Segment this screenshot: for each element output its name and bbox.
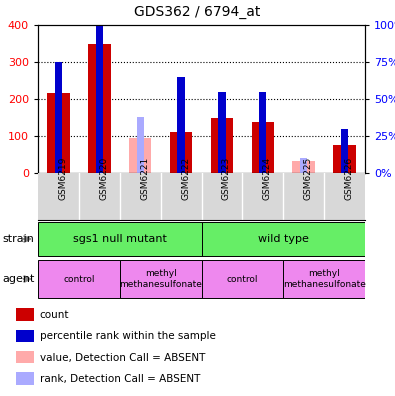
- Bar: [300, 158, 307, 173]
- Bar: [259, 91, 267, 173]
- Bar: [88, 44, 111, 173]
- Text: GSM6219: GSM6219: [58, 157, 68, 200]
- Text: GSM6225: GSM6225: [304, 157, 313, 200]
- Text: GSM6220: GSM6220: [99, 157, 108, 200]
- Text: GSM6222: GSM6222: [181, 157, 190, 200]
- Bar: [170, 131, 192, 173]
- FancyBboxPatch shape: [38, 222, 201, 256]
- Bar: [292, 161, 315, 173]
- Bar: [55, 62, 62, 173]
- Bar: [137, 117, 144, 173]
- Text: agent: agent: [2, 274, 34, 284]
- Bar: [96, 25, 103, 173]
- Bar: [252, 122, 274, 173]
- Text: sgs1 null mutant: sgs1 null mutant: [73, 234, 167, 244]
- Bar: [218, 91, 226, 173]
- Text: methyl
methanesulfonate: methyl methanesulfonate: [119, 269, 202, 289]
- Text: GDS362 / 6794_at: GDS362 / 6794_at: [134, 5, 261, 19]
- FancyBboxPatch shape: [38, 260, 120, 298]
- Text: GSM6224: GSM6224: [263, 157, 272, 200]
- Bar: [16, 351, 34, 364]
- Text: wild type: wild type: [258, 234, 308, 244]
- Text: percentile rank within the sample: percentile rank within the sample: [40, 331, 215, 341]
- Text: control: control: [227, 274, 258, 284]
- Text: control: control: [63, 274, 95, 284]
- FancyBboxPatch shape: [201, 260, 283, 298]
- FancyBboxPatch shape: [201, 222, 365, 256]
- Text: value, Detection Call = ABSENT: value, Detection Call = ABSENT: [40, 352, 205, 363]
- Bar: [211, 118, 233, 173]
- Bar: [16, 372, 34, 385]
- Bar: [333, 145, 356, 173]
- Bar: [47, 93, 70, 173]
- Text: GSM6226: GSM6226: [344, 157, 354, 200]
- Text: strain: strain: [2, 234, 34, 244]
- Bar: [341, 129, 348, 173]
- Text: count: count: [40, 310, 69, 320]
- Bar: [129, 138, 151, 173]
- Text: rank, Detection Call = ABSENT: rank, Detection Call = ABSENT: [40, 374, 200, 384]
- Bar: [177, 77, 185, 173]
- FancyBboxPatch shape: [120, 260, 201, 298]
- Text: methyl
methanesulfonate: methyl methanesulfonate: [283, 269, 365, 289]
- Text: GSM6221: GSM6221: [140, 157, 149, 200]
- FancyBboxPatch shape: [283, 260, 365, 298]
- Bar: [16, 329, 34, 342]
- Bar: [16, 308, 34, 321]
- Text: GSM6223: GSM6223: [222, 157, 231, 200]
